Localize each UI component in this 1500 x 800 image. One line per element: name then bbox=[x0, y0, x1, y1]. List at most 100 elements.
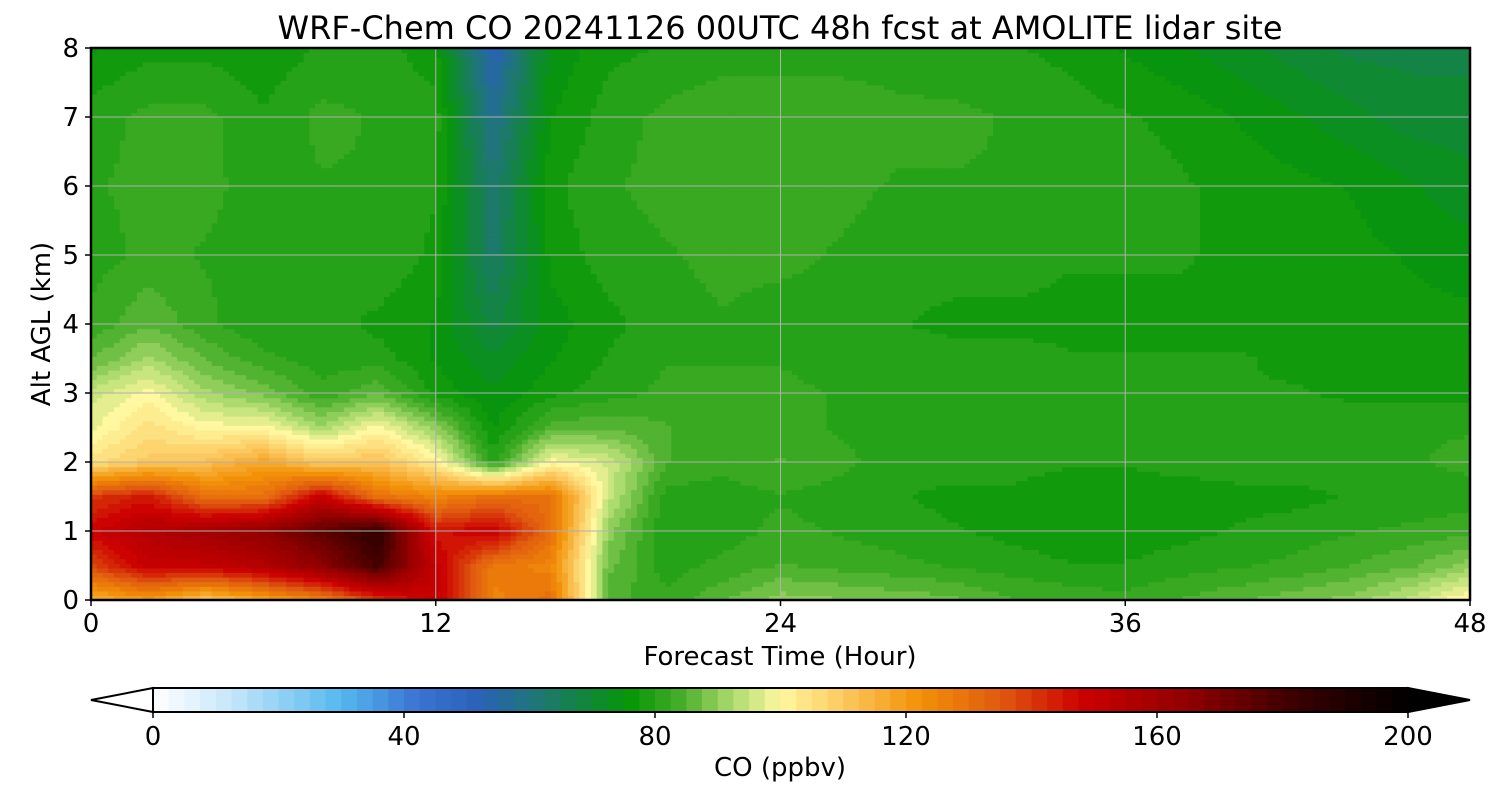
heat-cell bbox=[442, 554, 448, 559]
heat-cell bbox=[849, 582, 855, 587]
heat-cell bbox=[907, 559, 913, 564]
heat-cell bbox=[200, 582, 206, 587]
heat-cell bbox=[189, 522, 195, 527]
heat-cell bbox=[660, 559, 666, 564]
heat-cell bbox=[332, 568, 338, 573]
heat-cell bbox=[476, 536, 482, 541]
heat-cell bbox=[1039, 568, 1045, 573]
heat-cell bbox=[327, 563, 333, 568]
heat-cell bbox=[1028, 582, 1034, 587]
heat-cell bbox=[706, 568, 712, 573]
heat-cell bbox=[378, 591, 384, 596]
heat-cell bbox=[1102, 582, 1108, 587]
heat-cell bbox=[1459, 549, 1465, 554]
heat-cell bbox=[286, 508, 292, 513]
heat-cell bbox=[1344, 540, 1350, 545]
heat-cell bbox=[1056, 577, 1062, 582]
heat-cell bbox=[1355, 531, 1361, 536]
heat-cell bbox=[574, 503, 580, 508]
heat-cell bbox=[735, 540, 741, 545]
heat-cell bbox=[1441, 586, 1447, 591]
heat-cell bbox=[160, 559, 166, 564]
heat-cell bbox=[1079, 563, 1085, 568]
heat-cell bbox=[666, 577, 672, 582]
heat-cell bbox=[620, 549, 626, 554]
heat-cell bbox=[872, 513, 878, 518]
heat-cell bbox=[700, 577, 706, 582]
heat-cell bbox=[131, 572, 137, 577]
heat-cell bbox=[1165, 536, 1171, 541]
heat-cell bbox=[338, 568, 344, 573]
heat-cell bbox=[562, 531, 568, 536]
heat-cell bbox=[321, 522, 327, 527]
heat-cell bbox=[1418, 513, 1424, 518]
heat-cell bbox=[970, 586, 976, 591]
heat-cell bbox=[1344, 508, 1350, 513]
heat-cell bbox=[510, 591, 516, 596]
heat-cell bbox=[327, 536, 333, 541]
heat-cell bbox=[120, 513, 126, 518]
heat-cell bbox=[286, 559, 292, 564]
heat-cell bbox=[1401, 508, 1407, 513]
heat-cell bbox=[1085, 531, 1091, 536]
heat-cell bbox=[194, 582, 200, 587]
heat-cell bbox=[539, 513, 545, 518]
heat-cell bbox=[367, 559, 373, 564]
heat-cell bbox=[1183, 513, 1189, 518]
heat-cell bbox=[390, 540, 396, 545]
heat-cell bbox=[1257, 540, 1263, 545]
heat-cell bbox=[947, 563, 953, 568]
heat-cell bbox=[1033, 559, 1039, 564]
heat-cell bbox=[1401, 568, 1407, 573]
heat-cell bbox=[803, 508, 809, 513]
heat-cell bbox=[309, 513, 315, 518]
heat-cell bbox=[941, 503, 947, 508]
heat-cell bbox=[849, 536, 855, 541]
heat-cell bbox=[286, 545, 292, 550]
heat-cell bbox=[533, 517, 539, 522]
heat-cell bbox=[1441, 549, 1447, 554]
heat-cell bbox=[1453, 591, 1459, 596]
heat-cell bbox=[1022, 591, 1028, 596]
heat-cell bbox=[625, 536, 631, 541]
heat-cell bbox=[1194, 540, 1200, 545]
heat-cell bbox=[1367, 517, 1373, 522]
heat-cell bbox=[1091, 503, 1097, 508]
heat-cell bbox=[137, 563, 143, 568]
heat-cell bbox=[160, 586, 166, 591]
heat-cell bbox=[1056, 549, 1062, 554]
heat-cell bbox=[1074, 508, 1080, 513]
heat-cell bbox=[269, 563, 275, 568]
heat-cell bbox=[528, 517, 534, 522]
heat-cell bbox=[1102, 503, 1108, 508]
heat-cell bbox=[269, 508, 275, 513]
heat-cell bbox=[861, 503, 867, 508]
heat-cell bbox=[131, 554, 137, 559]
heat-cell bbox=[350, 513, 356, 518]
heat-cell bbox=[344, 549, 350, 554]
heat-cell bbox=[551, 572, 557, 577]
heat-cell bbox=[608, 517, 614, 522]
heat-cell bbox=[1447, 591, 1453, 596]
heat-cell bbox=[861, 545, 867, 550]
heat-cell bbox=[1165, 554, 1171, 559]
heat-cell bbox=[763, 568, 769, 573]
heat-cell bbox=[930, 531, 936, 536]
heat-cell bbox=[660, 522, 666, 527]
heat-cell bbox=[499, 559, 505, 564]
heat-cell bbox=[102, 549, 108, 554]
heat-cell bbox=[1286, 522, 1292, 527]
heat-cell bbox=[924, 517, 930, 522]
heat-cell bbox=[1303, 586, 1309, 591]
heat-cell bbox=[568, 522, 574, 527]
heat-cell bbox=[746, 559, 752, 564]
heat-cell bbox=[1068, 522, 1074, 527]
heat-cell bbox=[1309, 554, 1315, 559]
heat-cell bbox=[735, 563, 741, 568]
heat-cell bbox=[1171, 568, 1177, 573]
heat-cell bbox=[407, 540, 413, 545]
heat-cell bbox=[1263, 545, 1269, 550]
heat-cell bbox=[1401, 549, 1407, 554]
heat-cell bbox=[1298, 536, 1304, 541]
